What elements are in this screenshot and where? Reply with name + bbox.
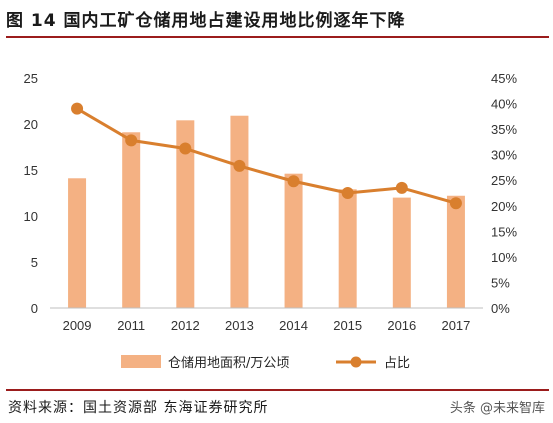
- line-group: [71, 102, 462, 210]
- line-point: [233, 159, 246, 172]
- y-left-tick-label: 20: [24, 117, 38, 132]
- bar: [338, 189, 357, 308]
- bar: [68, 178, 87, 308]
- bar: [446, 195, 465, 308]
- y-left-tick-label: 10: [24, 209, 38, 224]
- source-note: 资料来源：国土资源部 东海证券研究所: [8, 400, 269, 416]
- line-point: [179, 142, 192, 155]
- watermark: 头条 @未来智库: [449, 401, 545, 416]
- legend-swatch-bar: [121, 355, 161, 368]
- line-point: [341, 187, 354, 199]
- y-right-tick-label: 10%: [491, 250, 517, 265]
- title-rule: [6, 36, 549, 38]
- y-left-tick-label: 0: [31, 301, 38, 316]
- x-tick-label: 2014: [279, 318, 308, 333]
- chart: 0 5 10 15 20 25 0% 5% 10% 15% 20% 25% 30% 35% 40% 45% 20…: [24, 71, 518, 371]
- y-left-tick-label: 25: [24, 71, 38, 86]
- line-point: [287, 175, 300, 188]
- y-right-tick-label: 40%: [491, 97, 517, 112]
- chart-title: 图 14 国内工矿仓储用地占建设用地比例逐年下降: [6, 11, 406, 31]
- y-right-tick-label: 5%: [491, 275, 510, 290]
- x-tick-label: 2011: [117, 318, 145, 333]
- y-right-tick-label: 25%: [491, 173, 517, 188]
- legend-label-line: 占比: [384, 356, 410, 371]
- footer-rule: [6, 389, 549, 391]
- legend-label-bar: 仓储用地面积/万公顷: [168, 356, 289, 371]
- legend-marker-line: [350, 356, 362, 368]
- bar: [176, 120, 195, 308]
- x-tick-label: 2015: [333, 318, 362, 333]
- bar: [122, 132, 141, 308]
- y-left-tick-label: 15: [24, 163, 38, 178]
- x-tick-label: 2016: [387, 318, 416, 333]
- x-tick-label: 2009: [63, 318, 92, 333]
- axes-group: 0 5 10 15 20 25 0% 5% 10% 15% 20% 25% 30% 35% 40% 45% 20…: [24, 71, 518, 333]
- y-right-tick-label: 20%: [491, 199, 517, 214]
- x-tick-label: 2013: [225, 318, 254, 333]
- y-right-tick-label: 45%: [491, 71, 517, 86]
- series-line: [76, 107, 457, 205]
- line-point: [449, 197, 462, 210]
- title-bar: 图 14 国内工矿仓储用地占建设用地比例逐年下降: [0, 0, 553, 36]
- y-right-tick-label: 35%: [491, 122, 517, 137]
- line-point: [71, 102, 84, 115]
- bar: [230, 115, 249, 308]
- line-point: [125, 134, 138, 147]
- y-right-tick-label: 15%: [491, 224, 517, 239]
- bar: [284, 173, 303, 308]
- bar: [392, 197, 411, 308]
- y-right-tick-label: 30%: [491, 148, 517, 163]
- line-point: [395, 181, 408, 194]
- y-left-tick-label: 5: [31, 255, 38, 270]
- x-tick-label: 2012: [171, 318, 200, 333]
- y-right-tick-label: 0%: [491, 301, 510, 316]
- legend-group: 仓储用地面积/万公顷 占比: [121, 355, 410, 371]
- x-tick-label: 2017: [441, 318, 470, 333]
